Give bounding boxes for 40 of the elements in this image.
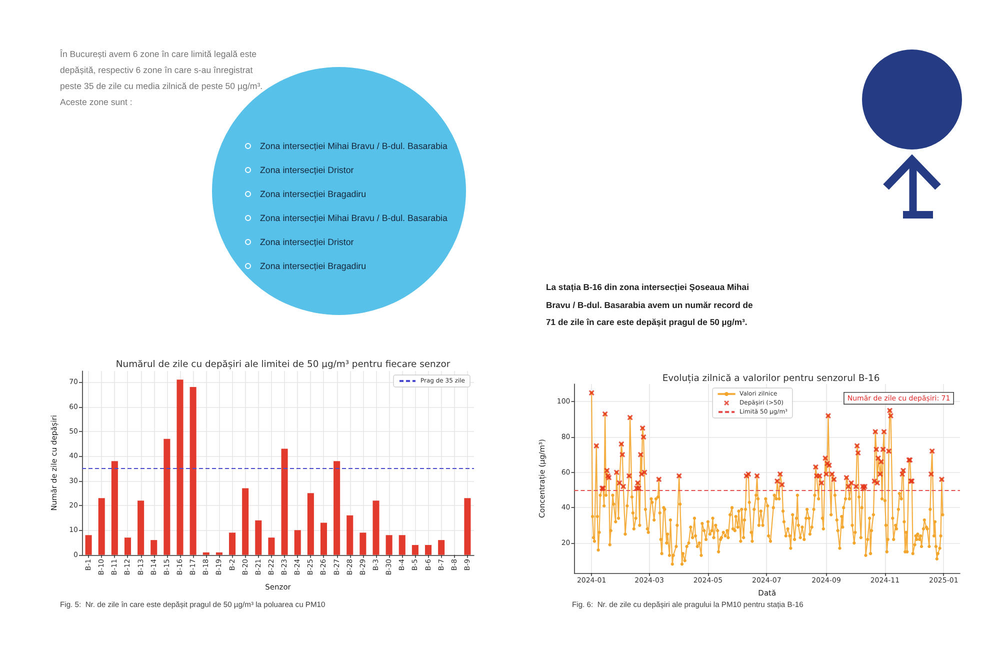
bar	[398, 535, 406, 555]
text: Zona intersecției Dristor	[260, 237, 354, 247]
bar	[386, 535, 392, 555]
bar	[138, 500, 144, 555]
bar	[281, 448, 288, 555]
bar	[372, 500, 380, 555]
text: În București avem 6 zone în care limită legală este depășită, respectiv 6 zone în care s-au înregistrat peste 35 de zile cu media zilnică de peste 50 µg/m³.	[60, 48, 264, 93]
bar	[464, 498, 471, 555]
bar	[164, 438, 170, 555]
text: Zona intersecției Dristor	[260, 165, 354, 175]
bar	[255, 520, 262, 555]
bar	[124, 538, 131, 555]
bar	[346, 515, 354, 555]
bar	[412, 544, 418, 555]
text: Zona intersecției Mihai Bravu / B-dul. Basarabia	[260, 213, 448, 223]
bar	[320, 522, 327, 555]
text: Zona intersecției Bragadiru	[260, 261, 366, 271]
text: Aceste zone sunt :	[60, 96, 134, 109]
bar	[242, 488, 249, 555]
bar	[425, 544, 432, 555]
text: La stația B-16 din zona intersecției Șoseaua Mihai Bravu / B-dul. Basarabia avem un număr record de 71 de zile în care este depășit pragul de 50 µg/m³.	[546, 281, 754, 329]
bar	[360, 532, 366, 555]
bar	[176, 380, 184, 555]
bar	[85, 535, 92, 555]
bar	[438, 540, 445, 555]
bar	[190, 387, 196, 555]
bar	[229, 532, 236, 555]
bar	[150, 540, 158, 555]
bar	[307, 493, 314, 555]
chart-title: Numărul de zile cu depășiri ale limitei de 50 µg/m³ pentru fiecare senzor	[116, 359, 450, 370]
text: Zona intersecției Mihai Bravu / B-dul. Basarabia	[260, 141, 448, 151]
text: Zona intersecției Bragadiru	[260, 189, 366, 199]
bar	[268, 538, 275, 555]
bar	[294, 530, 301, 555]
bar	[111, 461, 118, 555]
bar	[216, 552, 222, 555]
bar	[98, 498, 105, 555]
bar	[334, 461, 340, 555]
bar	[202, 552, 210, 555]
chart-title: Evoluția zilnică a valorilor pentru senzorul B-16	[662, 373, 880, 384]
